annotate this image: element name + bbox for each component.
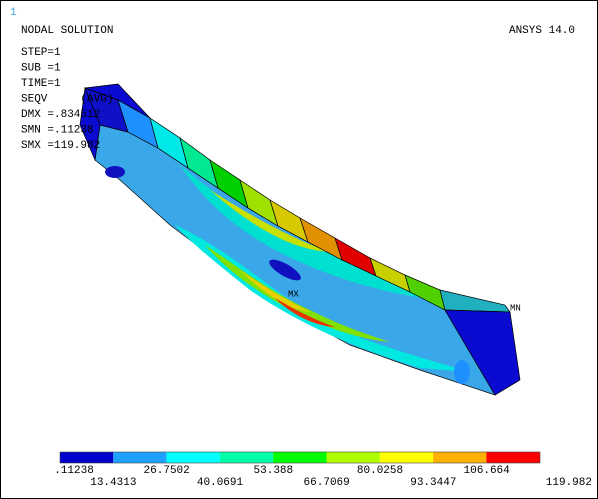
- left-end-face: [79, 86, 101, 162]
- legend-label: 93.3447: [410, 477, 456, 489]
- legend-label: 119.982: [546, 477, 592, 489]
- info-block: STEP=1 SUB =1 TIME=1 SEQV (AVG) DMX =.834512…: [21, 47, 113, 152]
- legend-swatch: [379, 452, 434, 463]
- legend-swatch: [486, 452, 540, 463]
- min-label: MN: [510, 303, 521, 313]
- info-line: SEQV (AVG): [21, 93, 113, 105]
- legend-label: .11238: [54, 465, 94, 477]
- legend-label: 106.664: [464, 465, 511, 477]
- info-line: STEP=1: [21, 47, 61, 59]
- version-label: ANSYS 14.0: [509, 25, 575, 37]
- result-title: NODAL SOLUTION: [21, 25, 113, 37]
- max-label: MX: [288, 289, 299, 299]
- right-end-face: [444, 309, 521, 396]
- info-line: TIME=1: [21, 78, 61, 90]
- legend-label: 13.4313: [90, 477, 136, 489]
- legend-swatch: [219, 452, 274, 463]
- legend-swatch: [113, 452, 167, 463]
- legend-swatch: [326, 452, 380, 463]
- info-line: SMN =.11238: [21, 124, 94, 136]
- window-number: 1: [10, 7, 17, 19]
- info-line: SMX =119.982: [21, 140, 100, 152]
- stress-spot: [269, 259, 301, 281]
- info-line: SUB =1: [21, 62, 61, 74]
- left-end-face: [84, 83, 151, 119]
- legend-label: 40.0691: [197, 477, 244, 489]
- legend-swatch: [60, 452, 114, 463]
- beam-model: [79, 83, 521, 396]
- legend-swatch: [166, 452, 220, 463]
- legend-label: 66.7069: [304, 477, 350, 489]
- legend-label: 26.7502: [144, 465, 190, 477]
- legend-label: 53.388: [254, 465, 294, 477]
- stress-spot: [105, 166, 125, 178]
- legend-frame: [59, 451, 541, 464]
- legend-label: 80.0258: [357, 465, 403, 477]
- stress-spot: [454, 360, 470, 384]
- legend-swatch: [273, 452, 327, 463]
- legend-swatch: [433, 452, 487, 463]
- info-line: DMX =.834512: [21, 109, 100, 121]
